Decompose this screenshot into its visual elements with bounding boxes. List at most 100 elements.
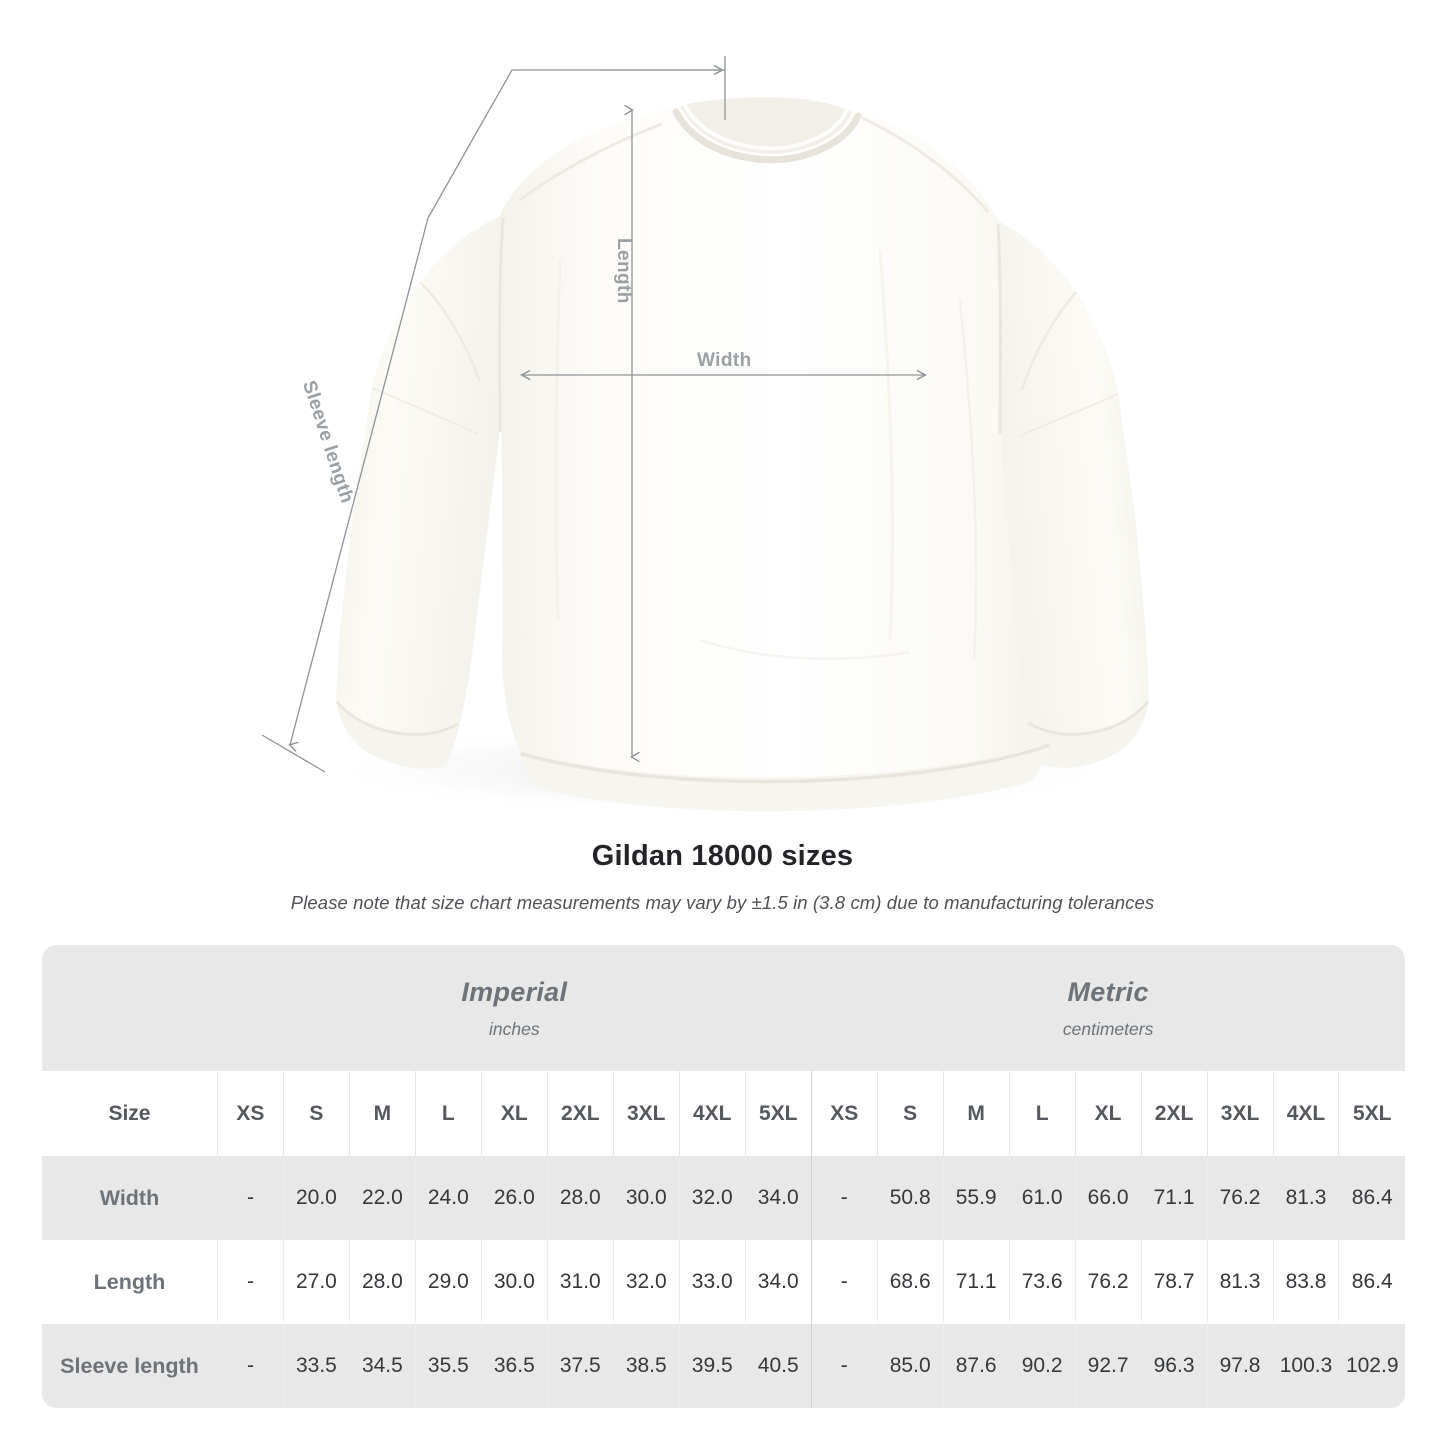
length-imperial-3xl: 32.0 <box>612 1240 680 1324</box>
table-row-length: Length - 27.0 28.0 29.0 30.0 31.0 32.0 3… <box>42 1240 1405 1324</box>
length-metric-xs: - <box>810 1240 878 1324</box>
table-row-width: Width - 20.0 22.0 24.0 26.0 28.0 30.0 32… <box>42 1156 1405 1240</box>
header-imperial-2xl: 2XL <box>546 1071 614 1156</box>
metric-unit-sublabel: centimeters <box>1062 1018 1154 1039</box>
unit-banner-row: Imperial inches Metric centimeters <box>42 945 1405 1071</box>
width-metric-xl: 66.0 <box>1074 1156 1142 1240</box>
width-imperial-xl: 26.0 <box>480 1156 548 1240</box>
length-metric-4xl: 83.8 <box>1272 1240 1339 1324</box>
header-metric-s: S <box>876 1071 944 1156</box>
header-imperial-4xl: 4XL <box>678 1071 746 1156</box>
length-imperial-l: 29.0 <box>414 1240 482 1324</box>
sleeve-metric-m: 87.6 <box>942 1324 1010 1408</box>
sleeve-metric-xs: - <box>810 1324 878 1408</box>
length-imperial-xl: 30.0 <box>480 1240 548 1324</box>
garment-illustration <box>261 56 1150 814</box>
length-metric-2xl: 78.7 <box>1140 1240 1208 1324</box>
metric-unit-cell: Metric centimeters <box>811 945 1405 1071</box>
width-imperial-3xl: 30.0 <box>612 1156 680 1240</box>
header-imperial-xl: XL <box>480 1071 548 1156</box>
length-metric-s: 68.6 <box>876 1240 944 1324</box>
header-imperial-m: M <box>348 1071 416 1156</box>
imperial-unit-sublabel: inches <box>489 1018 540 1039</box>
sleeve-imperial-3xl: 38.5 <box>612 1324 680 1408</box>
sleeve-metric-xl: 92.7 <box>1074 1324 1142 1408</box>
header-imperial-5xl: 5XL <box>744 1071 812 1156</box>
header-metric-2xl: 2XL <box>1140 1071 1208 1156</box>
size-header-row: Size XS S M L XL 2XL 3XL 4XL 5XL XS S M … <box>42 1071 1405 1156</box>
width-metric-m: 55.9 <box>942 1156 1010 1240</box>
row-label-sleeve-length: Sleeve length <box>42 1324 218 1408</box>
row-label-length: Length <box>42 1240 218 1324</box>
width-imperial-s: 20.0 <box>282 1156 350 1240</box>
table-row-sleeve-length: Sleeve length - 33.5 34.5 35.5 36.5 37.5… <box>42 1324 1405 1408</box>
header-metric-m: M <box>942 1071 1010 1156</box>
width-imperial-5xl: 34.0 <box>744 1156 812 1240</box>
sleeve-metric-2xl: 96.3 <box>1140 1324 1208 1408</box>
width-imperial-l: 24.0 <box>414 1156 482 1240</box>
sleeve-metric-5xl: 102.9 <box>1338 1324 1405 1408</box>
sleeve-imperial-xl: 36.5 <box>480 1324 548 1408</box>
width-imperial-m: 22.0 <box>348 1156 416 1240</box>
sleeve-imperial-2xl: 37.5 <box>546 1324 614 1408</box>
header-metric-3xl: 3XL <box>1206 1071 1274 1156</box>
size-table-container: Imperial inches Metric centimeters Size … <box>42 945 1405 1408</box>
sleeve-metric-s: 85.0 <box>876 1324 944 1408</box>
length-imperial-4xl: 33.0 <box>678 1240 746 1324</box>
page-title: Gildan 18000 sizes <box>591 840 854 872</box>
metric-system-label: Metric <box>1067 976 1149 1007</box>
length-imperial-s: 27.0 <box>282 1240 350 1324</box>
width-imperial-2xl: 28.0 <box>546 1156 614 1240</box>
width-imperial-xs: - <box>216 1156 284 1240</box>
sleeve-metric-l: 90.2 <box>1008 1324 1076 1408</box>
header-imperial-s: S <box>282 1071 350 1156</box>
sleeve-metric-4xl: 100.3 <box>1272 1324 1339 1408</box>
size-table: Imperial inches Metric centimeters Size … <box>42 945 1405 1408</box>
header-metric-4xl: 4XL <box>1272 1071 1339 1156</box>
length-metric-l: 73.6 <box>1008 1240 1076 1324</box>
length-imperial-2xl: 31.0 <box>546 1240 614 1324</box>
length-imperial-xs: - <box>216 1240 284 1324</box>
width-label: Width <box>697 350 752 371</box>
width-metric-4xl: 81.3 <box>1272 1156 1339 1240</box>
width-metric-3xl: 76.2 <box>1206 1156 1274 1240</box>
header-metric-5xl: 5XL <box>1338 1071 1405 1156</box>
sleeve-imperial-l: 35.5 <box>414 1324 482 1408</box>
tolerance-note: Please note that size chart measurements… <box>290 892 1155 913</box>
length-imperial-5xl: 34.0 <box>744 1240 812 1324</box>
header-imperial-3xl: 3XL <box>612 1071 680 1156</box>
sleeve-imperial-s: 33.5 <box>282 1324 350 1408</box>
sleeve-imperial-4xl: 39.5 <box>678 1324 746 1408</box>
header-metric-xl: XL <box>1074 1071 1142 1156</box>
sleeve-bottom-tick <box>261 734 326 773</box>
width-metric-l: 61.0 <box>1008 1156 1076 1240</box>
measurement-guides <box>261 56 927 773</box>
sweatshirt-shape <box>335 97 1150 812</box>
row-label-width: Width <box>42 1156 218 1240</box>
sleeve-imperial-5xl: 40.5 <box>744 1324 812 1408</box>
width-metric-5xl: 86.4 <box>1338 1156 1405 1240</box>
garment-diagram: Length Width Sleeve length <box>261 56 1150 814</box>
imperial-unit-cell: Imperial inches <box>217 945 812 1071</box>
title-block: Gildan 18000 sizes Please note that size… <box>0 840 1445 914</box>
length-metric-5xl: 86.4 <box>1338 1240 1405 1324</box>
size-header-label: Size <box>42 1071 218 1156</box>
width-metric-xs: - <box>810 1156 878 1240</box>
length-metric-m: 71.1 <box>942 1240 1010 1324</box>
length-imperial-m: 28.0 <box>348 1240 416 1324</box>
imperial-system-label: Imperial <box>461 976 568 1007</box>
unit-banner-spacer <box>42 945 218 1071</box>
width-metric-2xl: 71.1 <box>1140 1156 1208 1240</box>
header-metric-xs: XS <box>810 1071 878 1156</box>
sleeve-imperial-m: 34.5 <box>348 1324 416 1408</box>
width-imperial-4xl: 32.0 <box>678 1156 746 1240</box>
sleeve-imperial-xs: - <box>216 1324 284 1408</box>
length-metric-xl: 76.2 <box>1074 1240 1142 1324</box>
width-metric-s: 50.8 <box>876 1156 944 1240</box>
header-imperial-xs: XS <box>216 1071 284 1156</box>
header-imperial-l: L <box>414 1071 482 1156</box>
length-label: Length <box>613 238 634 304</box>
header-metric-l: L <box>1008 1071 1076 1156</box>
length-metric-3xl: 81.3 <box>1206 1240 1274 1324</box>
